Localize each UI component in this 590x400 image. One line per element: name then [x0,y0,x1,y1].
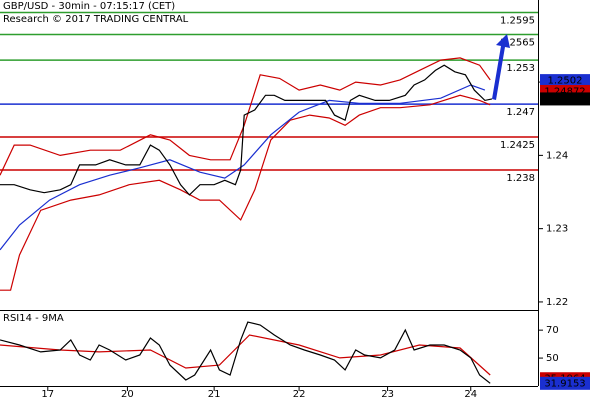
series-line [0,64,493,196]
last-value-box [540,74,590,88]
x-tick-label: 17 [41,389,54,400]
y-tick-label: 1.23 [546,224,568,235]
chart-title: GBP/USD - 30min - 07:15:17 (CET) [3,1,175,12]
last-value-label: 1.24872 [544,86,585,97]
last-value-box [540,92,590,106]
y-tick-label: 1.22 [546,297,568,308]
y-tick-label: 50 [546,353,559,364]
level-label: 1.253 [506,63,535,74]
series-line [0,84,486,251]
last-value-box [540,376,590,390]
level-label: 1.2425 [500,140,535,151]
level-label: 1.247 [506,107,535,118]
last-value-label: 1.2477 [548,94,583,105]
x-tick-label: 21 [208,389,221,400]
level-label: 1.2595 [500,15,535,26]
last-value-label: 1.2502 [548,76,583,87]
x-tick-label: 24 [464,389,477,400]
plot-layer: 1.251.241.231.221.25951.25651.2531.2471.… [0,11,590,400]
x-tick-label: 20 [121,389,134,400]
x-tick-label: 22 [293,389,306,400]
series-line [0,57,491,176]
x-tick-label: 23 [381,389,394,400]
forecast-arrow [492,34,510,100]
series-line [0,334,491,376]
chart-subtitle: Research © 2017 TRADING CENTRAL [3,14,189,25]
last-value-label: 31.9153 [544,378,585,389]
y-tick-label: 70 [546,325,559,336]
level-label: 1.2565 [500,37,535,48]
y-tick-label: 1.24 [546,150,568,161]
series-line [0,321,491,384]
series-line [0,94,491,291]
rsi-title: RSI14 - 9MA [3,313,64,324]
level-label: 1.238 [506,173,535,184]
